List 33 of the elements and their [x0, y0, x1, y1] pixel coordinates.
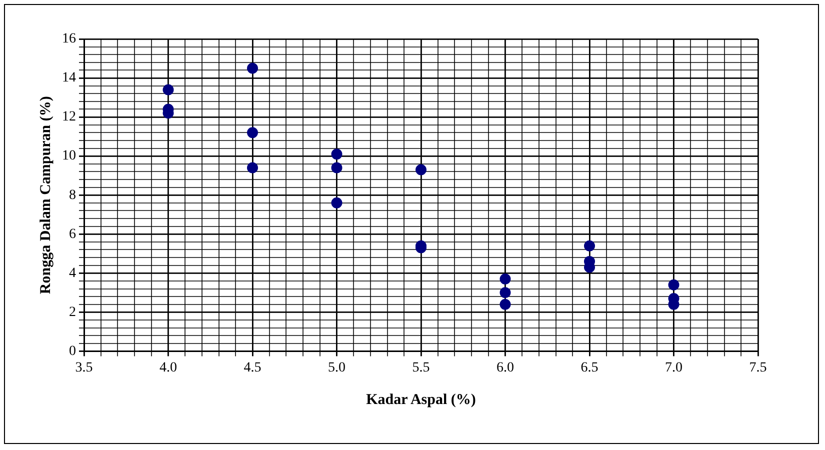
y-tick-label: 8	[69, 188, 76, 203]
y-tick-label: 0	[69, 344, 76, 359]
point	[247, 62, 258, 74]
point	[500, 274, 511, 285]
point	[416, 164, 426, 176]
point	[331, 162, 342, 174]
x-tick-label: 3.5	[75, 360, 93, 376]
point	[500, 287, 511, 298]
x-axis-title: Kadar Aspal (%)	[366, 392, 476, 408]
point	[247, 162, 258, 174]
point	[500, 298, 511, 310]
y-tick-label: 10	[62, 148, 76, 164]
y-axis-title: Rongga Dalam Campuran (%)	[38, 96, 54, 294]
x-tick-label: 6.5	[580, 360, 598, 376]
x-tick-label: 4.5	[244, 360, 262, 376]
point	[331, 197, 342, 208]
x-tick-label: 5.5	[412, 360, 430, 376]
x-tick-label: 7.5	[749, 360, 767, 376]
point	[331, 148, 342, 160]
y-tick-label: 16	[62, 32, 76, 47]
point	[668, 279, 680, 290]
point	[584, 240, 595, 252]
y-tick-label: 4	[69, 266, 76, 281]
x-tick-label: 6.0	[496, 360, 514, 376]
y-tick-label: 2	[69, 304, 76, 320]
y-tick-label: 12	[62, 110, 76, 125]
point	[247, 127, 258, 138]
point	[162, 84, 174, 96]
x-tick-label: 5.0	[328, 360, 346, 376]
y-tick-label: 14	[62, 70, 76, 86]
x-tick-label: 4.0	[160, 360, 177, 376]
x-tick-label: 7.0	[665, 360, 682, 376]
y-tick-label: 6	[69, 226, 76, 242]
